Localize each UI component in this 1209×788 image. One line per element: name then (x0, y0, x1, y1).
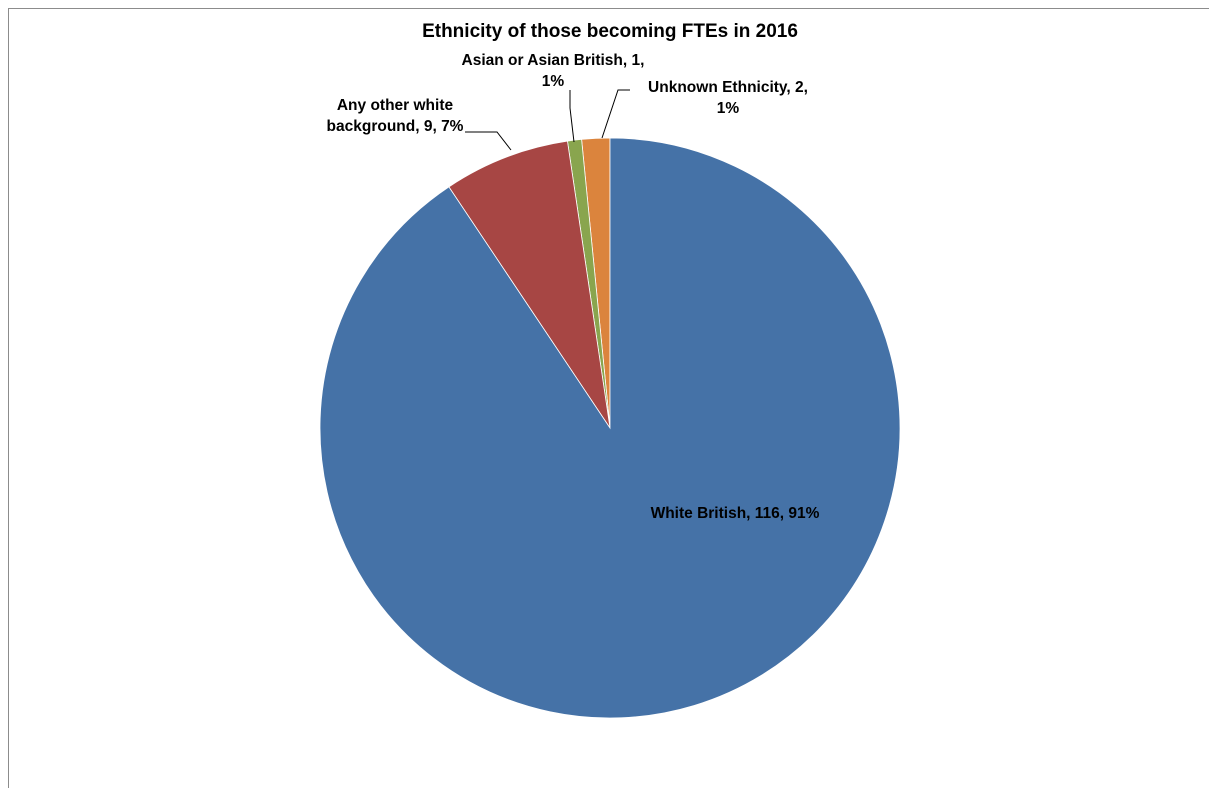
data-label-line: Unknown Ethnicity, 2, (648, 79, 808, 96)
pie-slice-white-british (319, 137, 901, 719)
data-label-unknown-ethnicity: Unknown Ethnicity, 2, 1% (648, 79, 808, 117)
data-labels: White British, 116, 91% Any other white ba… (327, 52, 820, 522)
data-label-line: White British, 116, 91% (651, 505, 820, 522)
data-label-line: Any other white (337, 97, 454, 114)
data-label-any-other-white-background: Any other white background, 9, 7% (327, 97, 464, 135)
data-label-line: Asian or Asian British, 1, (462, 52, 645, 69)
data-label-asian-or-asian-british: Asian or Asian British, 1, 1% (462, 52, 645, 90)
data-label-white-british: White British, 116, 91% (651, 505, 820, 522)
leader-line-asian-or-asian-british (569, 90, 575, 143)
chart-title: Ethnicity of those becoming FTEs in 2016 (422, 21, 798, 42)
chart-border (8, 8, 1209, 788)
leader-line-unknown-ethnicity (601, 89, 630, 139)
pie-slices (319, 137, 901, 719)
pie-slice-any-other-white-background (448, 140, 611, 429)
leader-line-any-other-white-background (465, 131, 512, 151)
data-label-line: 1% (542, 73, 565, 90)
data-label-line: background, 9, 7% (327, 118, 464, 135)
leader-lines (465, 89, 630, 151)
data-label-line: 1% (717, 100, 740, 117)
